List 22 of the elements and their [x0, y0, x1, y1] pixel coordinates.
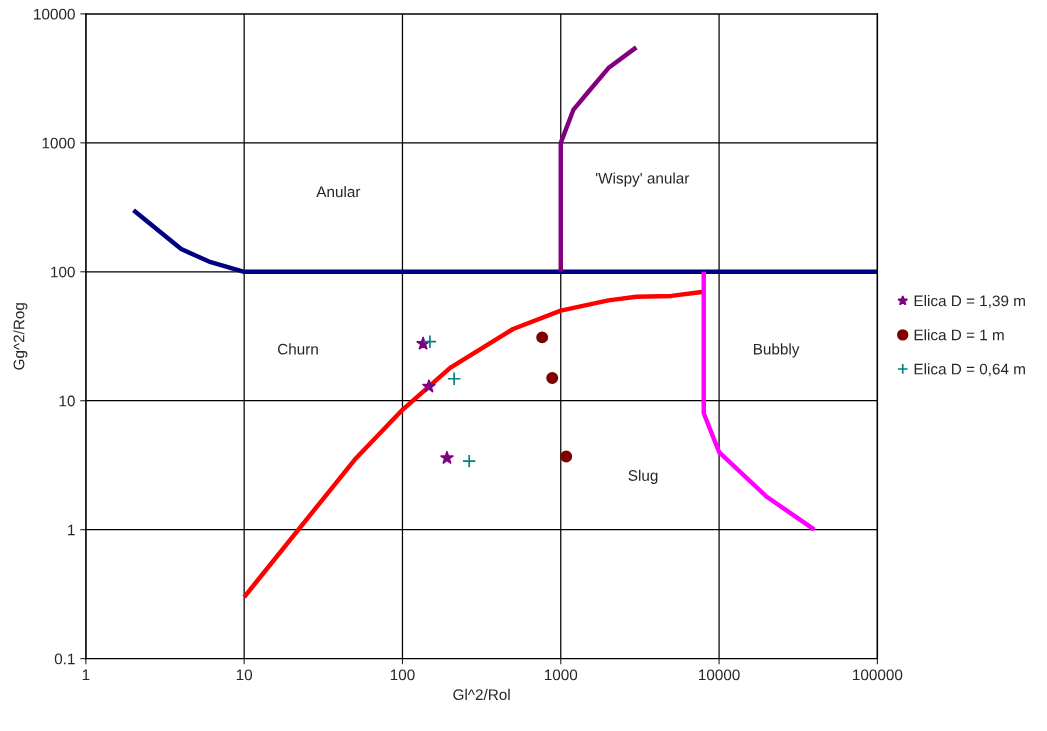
x-axis-title: Gl^2/Rol [453, 688, 510, 701]
legend-label: Elica D = 1,39 m [914, 295, 1025, 309]
y-axis-title: Gg^2/Rog [13, 303, 28, 370]
x-tick-label: 100 [390, 669, 415, 681]
y-tick-label: 10000 [34, 8, 75, 20]
annotation: 'Wispy' anular [596, 172, 690, 187]
y-tick-label: 100 [51, 266, 75, 278]
x-tick-label: 10 [236, 669, 253, 681]
annotation: Churn [277, 343, 318, 355]
legend-label: Elica D = 1 m [914, 329, 1004, 341]
x-tick-label: 1 [82, 669, 90, 681]
y-tick-label: 10 [59, 395, 75, 407]
y-tick-label: 1000 [42, 137, 75, 149]
x-tick-label: 10000 [699, 669, 740, 681]
annotation: Bubbly [753, 343, 800, 358]
legend-label: Elica D = 0,64 m [914, 363, 1025, 377]
x-tick-label: 100000 [853, 669, 903, 681]
annotation: Anular [316, 186, 361, 198]
y-tick-label: 0.1 [54, 653, 75, 665]
annotation: Slug [628, 469, 658, 484]
y-tick-label: 1 [68, 524, 75, 536]
x-tick-label: 1000 [544, 669, 578, 681]
